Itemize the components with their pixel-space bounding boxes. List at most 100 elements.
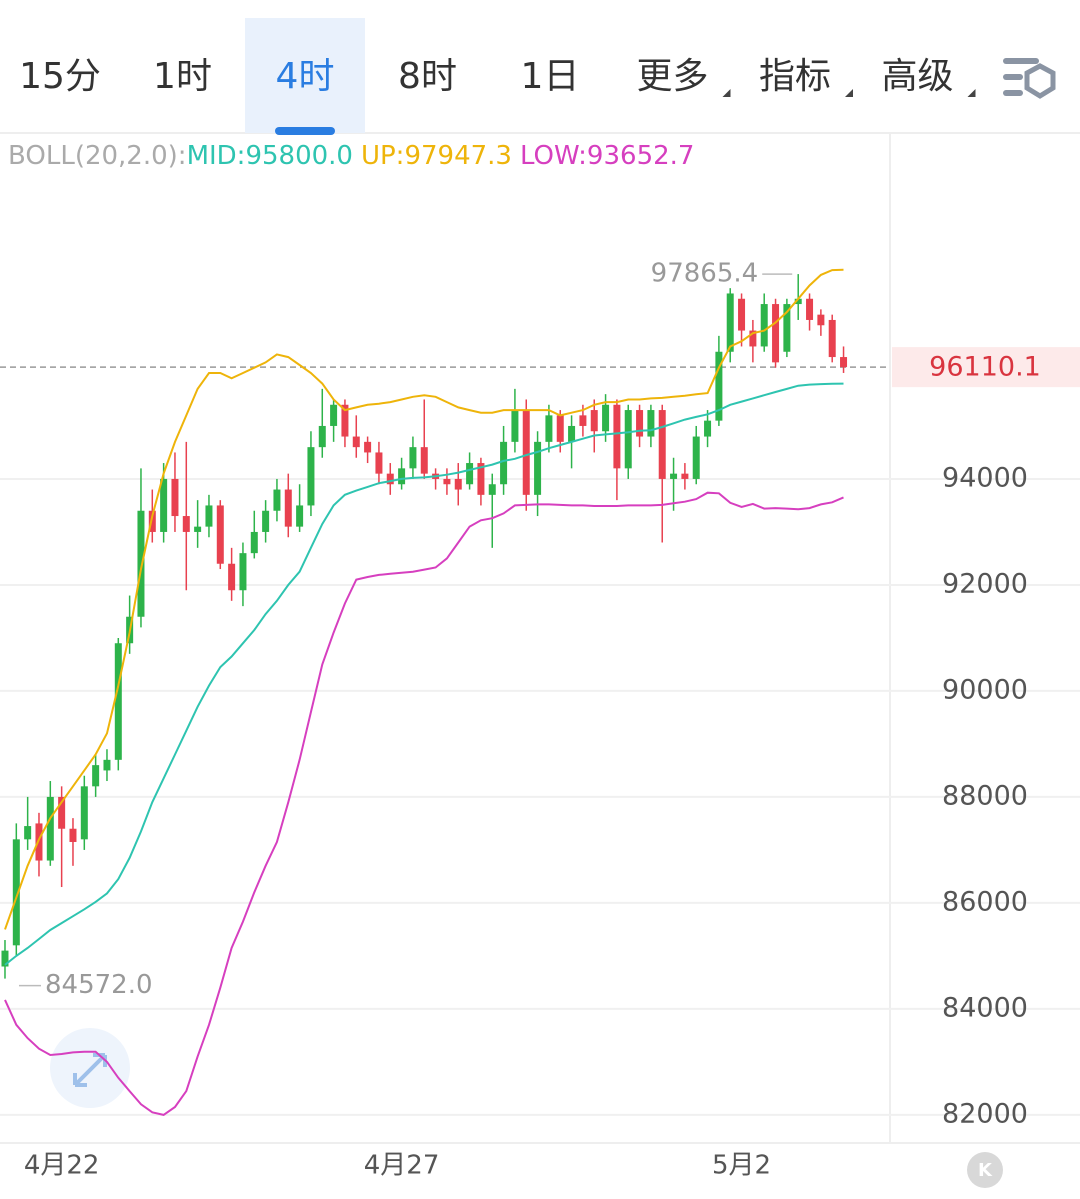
tab[interactable]: 15分 <box>19 56 101 97</box>
candle-body <box>12 839 20 946</box>
candle-body <box>250 531 258 554</box>
candle-body <box>817 314 825 326</box>
k-button[interactable] <box>967 1152 1003 1188</box>
icon-bar <box>1003 58 1039 64</box>
tab[interactable]: 更多 <box>636 56 731 97</box>
candle-body <box>681 473 689 479</box>
candle-body <box>726 293 734 352</box>
candle-body <box>602 404 610 432</box>
candle-body <box>137 510 145 617</box>
legend-entry: LOW:93652.7 <box>520 141 694 171</box>
expand-icon <box>73 1053 107 1087</box>
x-tick-label: 4月27 <box>364 1151 440 1181</box>
candle-body <box>511 410 519 442</box>
candle-body <box>556 415 564 442</box>
candle-body <box>341 404 349 437</box>
candle-body <box>783 304 791 352</box>
tab[interactable]: 8时 <box>398 56 457 97</box>
candle-body <box>692 436 700 479</box>
boll-line <box>4 491 844 1116</box>
tab[interactable]: 指标 <box>759 56 853 97</box>
candle-body <box>364 441 372 453</box>
tab-bar: 15分 1时 4时 8时 1日 更多 指标 高级 <box>19 18 976 135</box>
candle-body <box>58 796 66 829</box>
candle-body <box>488 484 496 495</box>
candle-body <box>80 786 88 840</box>
candle-body <box>466 463 474 485</box>
candle-body <box>568 425 576 442</box>
candle-body <box>35 823 43 861</box>
y-tick-label: 90000 <box>942 674 1028 705</box>
boll-line <box>4 382 844 966</box>
last-price-badge <box>892 347 1080 388</box>
candle-body <box>647 410 655 437</box>
candle-body <box>658 410 666 479</box>
tab[interactable]: 1时 <box>153 56 212 97</box>
min-label: 84572.0 <box>45 970 153 1000</box>
candle-body <box>477 463 485 495</box>
tab-label: 4时 <box>276 56 335 97</box>
candle-body <box>386 473 394 485</box>
candle-body <box>840 357 848 368</box>
icon-bar <box>1003 90 1023 96</box>
candle-body <box>24 826 32 840</box>
candle-body <box>749 330 757 347</box>
boll-line <box>4 268 844 930</box>
dropdown-caret <box>845 89 853 97</box>
candle-body <box>579 415 587 426</box>
tab[interactable]: 高级 <box>881 56 976 97</box>
dropdown-caret <box>722 89 731 97</box>
candle-body <box>454 478 462 490</box>
candle-body <box>103 759 111 771</box>
y-tick-label: 84000 <box>942 992 1028 1023</box>
tab-label: 1时 <box>153 56 212 97</box>
tab-label: 1日 <box>521 56 580 97</box>
legend: BOLL(20,2.0):MID:95800.0 UP:97947.3 LOW:93… <box>8 141 694 171</box>
candle-body <box>375 452 383 474</box>
candle-body <box>284 489 292 527</box>
candle-body <box>613 404 621 469</box>
candle-body <box>794 298 802 305</box>
dropdown-caret <box>967 89 976 97</box>
candle-body <box>704 420 712 437</box>
k-icon: K <box>978 1160 993 1181</box>
candle-body <box>590 410 598 432</box>
candle-body <box>171 478 179 517</box>
y-tick-label: 82000 <box>942 1098 1028 1129</box>
candle-body <box>715 351 723 421</box>
candle-body <box>522 410 530 495</box>
tab[interactable]: 1日 <box>521 56 580 97</box>
candle-body <box>738 298 746 331</box>
candle-body <box>160 478 168 532</box>
candle-body <box>624 410 632 469</box>
candle-body <box>409 447 417 469</box>
candle-body <box>69 828 77 842</box>
candle-body <box>828 319 836 358</box>
tab[interactable]: 4时 <box>245 18 365 135</box>
candle-body <box>330 404 338 426</box>
x-tick-label: 5月2 <box>712 1151 771 1181</box>
candle-body <box>398 468 406 485</box>
candle-body <box>114 643 122 760</box>
candle-body <box>205 505 213 527</box>
candle-body <box>534 441 542 495</box>
icon-bar <box>1003 74 1023 80</box>
candle-body <box>92 765 100 787</box>
y-tick-label: 86000 <box>942 886 1028 917</box>
max-label: 97865.4 <box>651 259 759 289</box>
settings-icon[interactable] <box>1003 58 1056 99</box>
tab-label: 8时 <box>398 56 457 97</box>
candle-body <box>500 441 508 485</box>
legend-entry: MID:95800.0 <box>187 141 353 171</box>
candle-body <box>420 447 428 474</box>
candle-body <box>760 304 768 347</box>
candle-body <box>182 516 190 532</box>
candle-body <box>670 473 678 479</box>
candle-body <box>296 505 304 527</box>
candle-body <box>228 563 236 591</box>
y-tick-label: 92000 <box>942 568 1028 599</box>
candle-body <box>636 410 644 437</box>
chart: 82000 84000 86000 88000 90000 92000 94000 4月22 4… <box>0 259 1080 1181</box>
